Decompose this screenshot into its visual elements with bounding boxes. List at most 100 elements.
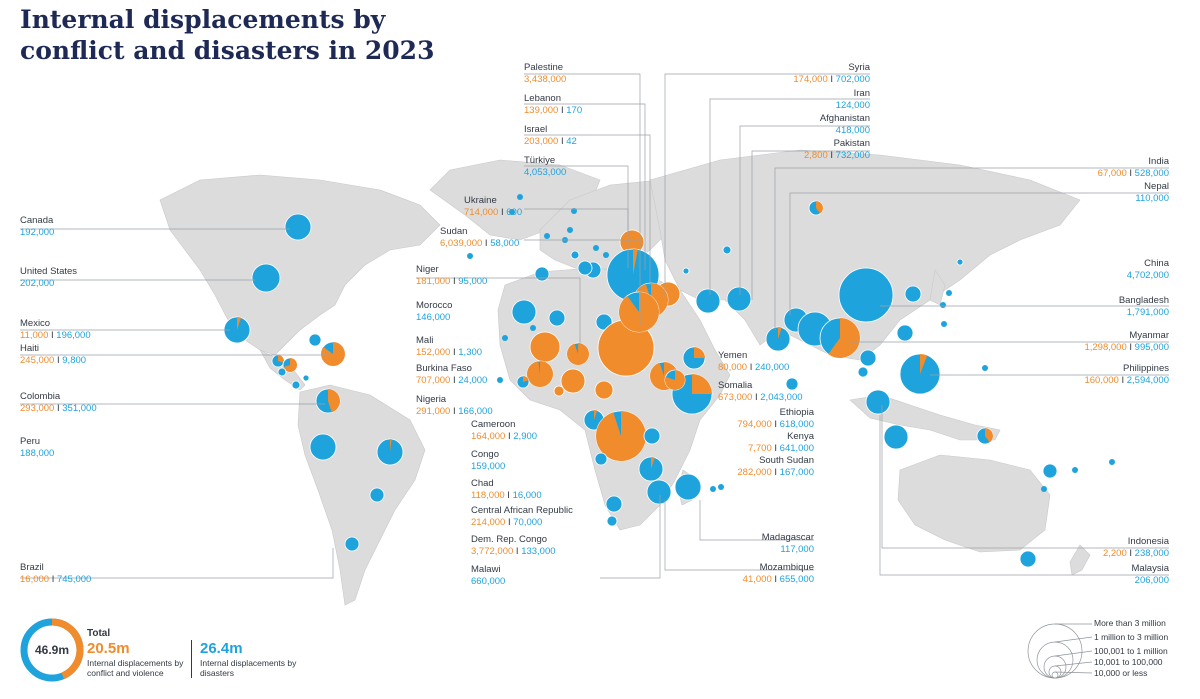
- leader-line: [699, 500, 814, 541]
- country-label-pakistan: Pakistan 2,800 I 732,000: [804, 138, 870, 162]
- value-separator: I: [752, 392, 761, 403]
- small-bubble: [1072, 467, 1078, 473]
- value-separator: I: [558, 105, 567, 116]
- conflict-value: 282,000: [737, 467, 772, 478]
- disaster-value: 70,000: [513, 517, 543, 528]
- country-name: Malaysia: [1131, 563, 1170, 574]
- country-name: Mali: [416, 335, 434, 346]
- leader-line: [524, 73, 641, 240]
- country-values: 203,000 I 42: [524, 136, 577, 148]
- country-values: 4,053,000: [524, 167, 566, 179]
- displacement-bubble: [682, 267, 690, 275]
- conflict-value: 7,700: [747, 443, 772, 454]
- leader-line: [524, 239, 641, 325]
- land-north-america: [159, 174, 441, 356]
- small-bubble: [467, 253, 473, 259]
- value-separator: I: [747, 362, 755, 373]
- country-name: Ukraine: [464, 195, 497, 206]
- country-name: Colombia: [20, 391, 61, 402]
- disaster-value: 159,000: [471, 461, 506, 472]
- country-name: Haiti: [20, 343, 40, 354]
- displacement-bubble: [594, 380, 614, 400]
- conflict-value: 80,000: [718, 362, 748, 373]
- value-separator: I: [450, 347, 459, 358]
- displacement-bubble: [1019, 550, 1037, 568]
- country-values: 202,000: [20, 278, 77, 290]
- country-name: Chad: [471, 478, 494, 489]
- country-label-ethiopia: Ethiopia 794,000 I 618,000: [737, 407, 814, 431]
- country-label-palestine: Palestine 3,438,000: [524, 62, 566, 86]
- title-line-1: Internal displacements by: [20, 5, 386, 34]
- conflict-value: 174,000: [793, 74, 828, 85]
- conflict-value: 67,000: [1097, 168, 1127, 179]
- displacement-bubble: [369, 487, 385, 503]
- country-name: Palestine: [524, 62, 564, 73]
- country-label-morocco: Morocco 146,000: [416, 300, 452, 324]
- conflict-value: 164,000: [471, 431, 506, 442]
- leader-line: [664, 500, 814, 571]
- country-values: 188,000: [20, 448, 54, 460]
- conflict-slice: [328, 389, 340, 413]
- country-label-brazil: Brazil 16,000 I 745,000: [20, 562, 91, 586]
- country-name: Iran: [853, 88, 870, 99]
- country-name: Kenya: [787, 431, 814, 442]
- small-bubble: [502, 335, 508, 341]
- country-name: Mexico: [20, 318, 51, 329]
- country-values: 3,438,000: [524, 74, 566, 86]
- conflict-slice: [283, 358, 297, 373]
- displacement-bubble: [838, 267, 894, 323]
- conflict-value: 203,000: [524, 136, 559, 147]
- conflict-slice: [237, 317, 242, 330]
- country-name: Israel: [524, 124, 548, 135]
- country-label-cameroon: Cameroon 164,000 I 2,900: [471, 419, 537, 443]
- disaster-value: 238,000: [1134, 548, 1169, 559]
- country-values: 41,000 I 655,000: [743, 574, 814, 586]
- leader-line: [739, 125, 870, 295]
- conflict-value: 2,800: [803, 150, 828, 161]
- displacement-bubble: [1042, 463, 1058, 479]
- disaster-value: 4,053,000: [524, 167, 567, 178]
- country-name: Indonesia: [1127, 536, 1169, 547]
- displacement-bubble: [605, 495, 623, 513]
- country-values: 160,000 I 2,594,000: [1084, 375, 1169, 387]
- country-label-ukraine: Ukraine 714,000 I 600: [464, 195, 522, 219]
- disaster-value: 745,000: [56, 574, 92, 585]
- displacement-bubble: [594, 452, 608, 466]
- total-center-value: 46.9m: [35, 643, 69, 657]
- disaster-value: 618,000: [779, 419, 814, 430]
- country-label-china: China 4,702,000: [1127, 258, 1169, 282]
- country-name: Morocco: [416, 300, 453, 311]
- country-values: 80,000 I 240,000: [718, 362, 789, 374]
- small-bubble: [517, 194, 523, 200]
- country-label-somalia: Somalia 673,000 I 2,043,000: [718, 380, 803, 404]
- disaster-value: 418,000: [835, 125, 870, 136]
- totals-conflict-value: 20.5m: [87, 640, 130, 657]
- disaster-value: 124,000: [835, 100, 870, 111]
- country-name: Bangladesh: [1118, 295, 1169, 306]
- displacement-bubble: [302, 374, 310, 382]
- country-values: 206,000: [1132, 575, 1169, 587]
- conflict-slice: [651, 457, 655, 469]
- disaster-value: 655,000: [779, 574, 814, 585]
- displacement-bubble: [674, 473, 702, 501]
- land-australia: [897, 454, 1051, 553]
- conflict-slice: [619, 292, 660, 332]
- value-separator: I: [513, 546, 522, 557]
- small-bubble: [940, 302, 946, 308]
- country-values: 3,772,000 I 133,000: [471, 546, 556, 558]
- country-label-indonesia: Indonesia 2,200 I 238,000: [1103, 536, 1169, 560]
- country-values: 660,000: [471, 576, 505, 588]
- conflict-slice: [692, 374, 712, 394]
- conflict-slice: [278, 355, 284, 363]
- country-values: 67,000 I 528,000: [1098, 168, 1169, 180]
- country-label-india: India 67,000 I 528,000: [1098, 156, 1169, 180]
- disaster-value: 24,000: [458, 375, 488, 386]
- country-values: 293,000 I 351,000: [20, 403, 97, 415]
- small-bubble: [571, 208, 577, 214]
- country-label-yemen: Yemen 80,000 I 240,000: [718, 350, 789, 374]
- country-label-canada: Canada 192,000: [20, 215, 54, 239]
- disaster-value: 702,000: [835, 74, 870, 85]
- conflict-value: 152,000: [416, 347, 451, 358]
- disaster-value: 192,000: [20, 227, 55, 238]
